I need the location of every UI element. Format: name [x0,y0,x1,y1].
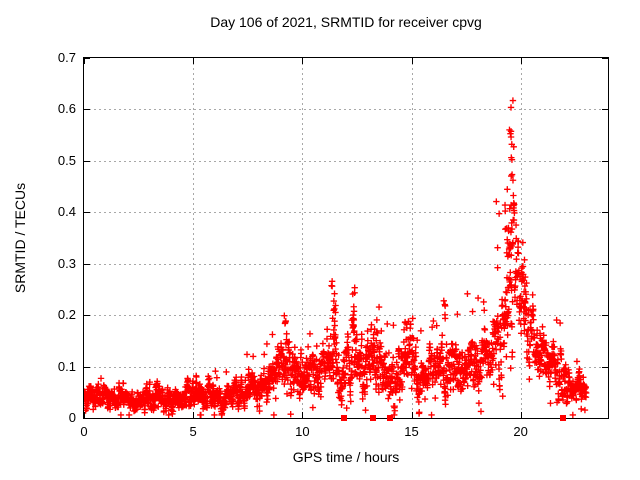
y-tick-label: 0.6 [57,101,76,117]
y-tick-label: 0.4 [57,204,76,220]
x-tick-label: 10 [295,424,310,439]
x-tick-label: 5 [189,424,197,439]
y-tick-label: 0.1 [57,358,76,374]
y-tick-label: 0.2 [57,307,76,323]
flag-marker [559,415,566,421]
y-axis-label: SRMTID / TECUs [12,182,28,294]
y-tick-label: 0.5 [57,152,76,168]
x-tick-label: 20 [513,424,528,439]
flag-marker [340,415,347,421]
x-tick-label: 0 [80,424,88,439]
x-axis-label: GPS time / hours [292,449,400,465]
flag-marker [386,415,393,421]
data-canvas [84,58,608,418]
y-tick-label: 0.3 [57,255,76,271]
flag-marker [370,415,377,421]
plot-area [83,57,609,419]
y-tick-label: 0.7 [57,50,76,65]
chart-title: Day 106 of 2021, SRMTID for receiver cpv… [210,14,482,30]
x-tick-label: 15 [404,424,419,439]
y-tick-label: 0 [68,410,76,425]
